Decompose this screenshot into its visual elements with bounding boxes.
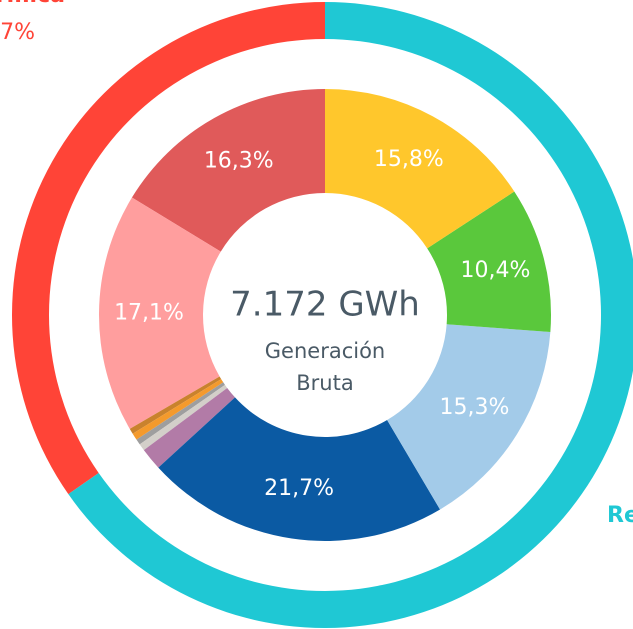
segment-label: 15,8% bbox=[374, 147, 444, 172]
center-value: 7.172 GWh bbox=[230, 285, 420, 325]
donut-segment bbox=[387, 324, 551, 510]
donut-segment bbox=[99, 197, 221, 429]
outer-value-label: 34,7% bbox=[0, 20, 35, 45]
donut-segment bbox=[325, 89, 515, 249]
center-label: Bruta bbox=[296, 371, 353, 395]
donut-segment bbox=[136, 382, 225, 445]
segment-label: 16,3% bbox=[204, 149, 274, 174]
segment-label: 17,1% bbox=[114, 300, 184, 325]
center-label: Generación bbox=[265, 339, 385, 363]
donut-segment bbox=[132, 379, 224, 440]
donut-segment bbox=[143, 387, 236, 468]
donut-segment bbox=[158, 397, 441, 541]
donut-segment bbox=[131, 89, 325, 252]
donut-segment bbox=[129, 376, 222, 434]
segment-label: 15,3% bbox=[440, 395, 510, 420]
outer-label: Renovable bbox=[607, 503, 633, 528]
donut-segment bbox=[11, 2, 325, 495]
donut-segment bbox=[427, 191, 551, 333]
outer-label: Térmica bbox=[0, 0, 65, 8]
segment-label: 21,7% bbox=[264, 476, 334, 501]
segment-label: 10,4% bbox=[461, 258, 531, 283]
donut-segment bbox=[139, 384, 228, 451]
